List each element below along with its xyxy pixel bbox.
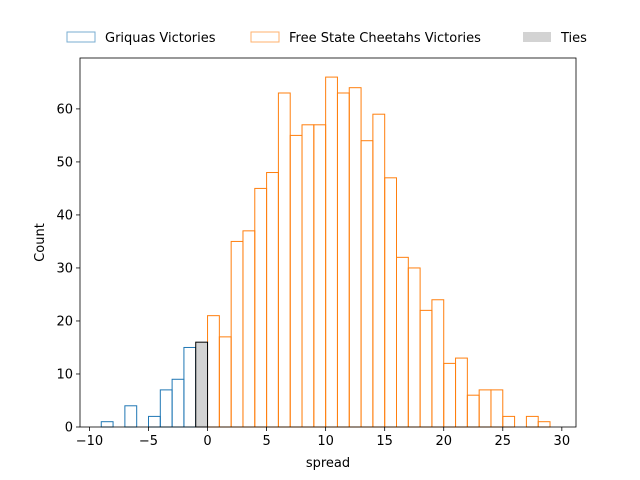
x-tick-label: 15 — [376, 434, 393, 449]
legend-label-ties: Ties — [560, 31, 587, 46]
bar-free-state-cheetahs-victories-25 — [502, 415, 516, 428]
bar-ties-0 — [195, 341, 209, 428]
legend: Griquas Victories Free State Cheetahs Vic… — [66, 31, 587, 46]
bar-free-state-cheetahs-victories-8 — [301, 124, 315, 428]
bar-free-state-cheetahs-victories-11 — [336, 92, 350, 428]
bars-layer — [100, 76, 551, 428]
bar-free-state-cheetahs-victories-20 — [443, 362, 457, 428]
bar-free-state-cheetahs-victories-4 — [254, 187, 268, 428]
bar-free-state-cheetahs-victories-24 — [490, 389, 504, 428]
legend-label-griquas-victories: Griquas Victories — [105, 31, 216, 46]
x-tick-label: 20 — [435, 434, 452, 449]
x-tick-label: 30 — [554, 434, 571, 449]
bar-free-state-cheetahs-victories-18 — [419, 309, 433, 428]
legend-swatch-ties — [523, 32, 551, 42]
bar-griquas-victories-0 — [100, 421, 114, 428]
y-axis: 0 10 20 30 40 50 60 — [56, 102, 80, 436]
y-tick-label: 0 — [65, 421, 73, 436]
bar-griquas-victories-6 — [171, 378, 185, 428]
y-tick-label: 50 — [56, 155, 73, 170]
x-tick-label: −5 — [139, 434, 158, 449]
bar-griquas-victories-4 — [148, 415, 161, 428]
x-tick-label: −10 — [76, 434, 103, 449]
bar-griquas-victories-7 — [183, 346, 197, 428]
legend-swatch-griquas-victories — [66, 31, 96, 43]
bar-griquas-victories-2 — [124, 405, 138, 428]
bar-free-state-cheetahs-victories-1 — [218, 336, 232, 428]
x-tick-label: 25 — [495, 434, 512, 449]
y-tick-label: 10 — [56, 367, 73, 382]
x-axis: −10 −5 0 5 10 15 20 25 30 — [76, 427, 570, 449]
bar-free-state-cheetahs-victories-21 — [455, 357, 468, 428]
bar-free-state-cheetahs-victories-9 — [313, 124, 327, 428]
bar-griquas-victories-5 — [159, 389, 173, 428]
bar-free-state-cheetahs-victories-28 — [537, 421, 551, 428]
bar-free-state-cheetahs-victories-23 — [478, 389, 492, 428]
bar-free-state-cheetahs-victories-0 — [207, 315, 220, 428]
bar-free-state-cheetahs-victories-27 — [525, 415, 539, 428]
x-tick-label: 5 — [262, 434, 270, 449]
bar-free-state-cheetahs-victories-3 — [242, 230, 256, 428]
bar-free-state-cheetahs-victories-22 — [466, 394, 480, 428]
bar-free-state-cheetahs-victories-17 — [407, 267, 421, 428]
x-tick-label: 10 — [317, 434, 334, 449]
bar-free-state-cheetahs-victories-10 — [325, 76, 338, 428]
bar-free-state-cheetahs-victories-13 — [360, 140, 374, 428]
legend-label-free-state-cheetahs-victories: Free State Cheetahs Victories — [289, 31, 481, 46]
bar-free-state-cheetahs-victories-16 — [396, 256, 409, 428]
bar-free-state-cheetahs-victories-5 — [266, 172, 279, 428]
y-tick-label: 30 — [56, 261, 73, 276]
plot-frame — [79, 57, 577, 428]
bar-free-state-cheetahs-victories-2 — [230, 240, 244, 428]
y-tick-label: 20 — [56, 314, 73, 329]
y-tick-label: 60 — [56, 102, 73, 117]
bar-free-state-cheetahs-victories-6 — [277, 92, 291, 428]
bar-free-state-cheetahs-victories-14 — [372, 113, 386, 428]
bar-free-state-cheetahs-victories-19 — [431, 299, 445, 428]
y-tick-label: 40 — [56, 208, 73, 223]
legend-swatch-free-state-cheetahs-victories — [250, 31, 280, 43]
bar-free-state-cheetahs-victories-12 — [348, 87, 362, 428]
x-axis-label: spread — [306, 456, 350, 471]
bar-free-state-cheetahs-victories-15 — [384, 177, 398, 428]
y-axis-label: Count — [33, 223, 48, 262]
x-tick-label: 0 — [203, 434, 211, 449]
bar-free-state-cheetahs-victories-7 — [289, 134, 303, 428]
